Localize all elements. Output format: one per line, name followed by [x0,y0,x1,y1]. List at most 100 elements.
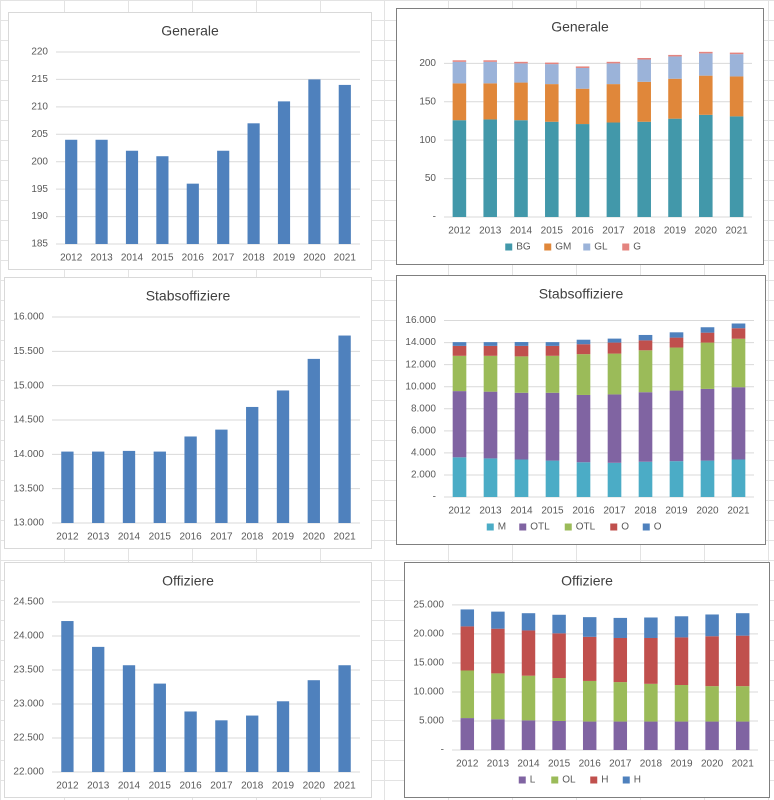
bar-segment [575,66,590,68]
x-tick-label: 2014 [510,226,533,237]
x-tick-label: 2018 [241,781,264,792]
x-tick-label: 2020 [701,759,724,770]
x-tick-label: 2016 [572,506,595,517]
legend-label: H [634,775,641,786]
bar [122,450,136,523]
bar-segment [700,342,715,389]
y-tick-label: 10.000 [405,381,436,392]
chart-title: Offiziere [561,573,613,589]
bar-segment [545,355,560,393]
bar-segment [483,458,498,497]
x-tick-label: 2018 [242,253,265,264]
x-tick-label: 2017 [602,226,625,237]
x-tick-label: 2015 [541,226,564,237]
y-tick-label: 50 [425,173,437,184]
y-tick-label: 220 [31,47,48,58]
y-tick-label: 2.000 [411,470,436,481]
y-tick-label: 4.000 [411,448,436,459]
legend-swatch [519,523,527,531]
y-tick-label: 13.500 [13,483,44,494]
bar [338,665,351,772]
x-tick-label: 2019 [665,506,688,517]
legend-label: O [621,522,629,533]
bar-segment [731,387,746,460]
bar-segment [644,637,658,684]
bar [61,621,74,772]
bar-segment [552,678,566,721]
x-tick-label: 2015 [548,759,571,770]
y-tick-label: 15.500 [13,346,44,357]
chart-title: Stabsoffiziere [146,288,231,304]
bar-segment [545,460,560,497]
bar-segment [582,617,597,637]
bar-segment [514,61,528,64]
y-tick-label: 16.000 [405,315,436,326]
bar-segment [674,637,689,685]
y-tick-label: 6.000 [411,425,436,436]
bar-segment [735,686,750,722]
bar-segment [545,62,559,65]
bar [217,150,230,244]
chart: Generale - 50 100 150 200 2012 2013 2014 2015 2016… [396,8,764,265]
bar-segment [575,124,590,217]
legend-label: GM [555,242,571,253]
y-tick-label: - [433,492,436,503]
legend-label: G [633,242,641,253]
bar-segment [521,630,536,676]
x-tick-label: 2018 [633,226,656,237]
y-tick-label: 22.500 [13,733,44,744]
legend-swatch [642,523,650,531]
bar-segment [668,54,682,57]
bar-segment [705,636,719,687]
x-tick-label: 2021 [725,226,748,237]
bar-segment [644,683,658,722]
bar [246,715,259,772]
chart: Generale 185 190 195 200 205 210 215 220 2012 2013… [8,12,372,270]
bar-segment [521,675,536,721]
bar-segment [483,61,497,84]
bar-segment [637,81,651,122]
bar [125,150,139,244]
x-tick-label: 2019 [272,532,295,543]
x-tick-label: 2016 [182,253,205,264]
bar-segment [576,344,591,355]
x-tick-label: 2014 [118,532,141,543]
y-tick-label: 24.000 [13,631,44,642]
bar-segment [483,355,498,392]
bar-segment [575,88,590,125]
bar-segment [452,342,467,346]
bar-segment [607,342,622,354]
x-tick-label: 2012 [56,781,79,792]
bar-segment [729,116,744,217]
y-tick-label: 8.000 [411,403,436,414]
x-tick-label: 2014 [517,759,540,770]
bar [215,429,228,523]
x-tick-label: 2013 [87,532,110,543]
legend-swatch [564,523,572,531]
x-tick-label: 2013 [479,506,502,517]
x-tick-label: 2012 [56,532,79,543]
x-tick-label: 2020 [695,226,718,237]
bar-segment [545,121,559,217]
bar-segment [545,345,560,356]
bar-segment [735,635,750,687]
legend-swatch [551,776,559,784]
bar [61,451,74,523]
legend-label: M [498,522,506,533]
bar-segment [607,353,622,395]
bar-segment [483,342,498,346]
bar-segment [552,633,566,679]
bar-segment [491,628,505,674]
legend-swatch [486,523,494,531]
bar-segment [638,350,653,393]
x-tick-label: 2019 [272,781,295,792]
bar [92,646,105,772]
bar-segment [638,392,653,462]
y-tick-label: 205 [31,129,48,140]
legend-label: O [654,522,662,533]
bar [92,451,105,523]
bar-segment [514,392,529,460]
bar [276,390,290,523]
bar-segment [729,52,744,55]
